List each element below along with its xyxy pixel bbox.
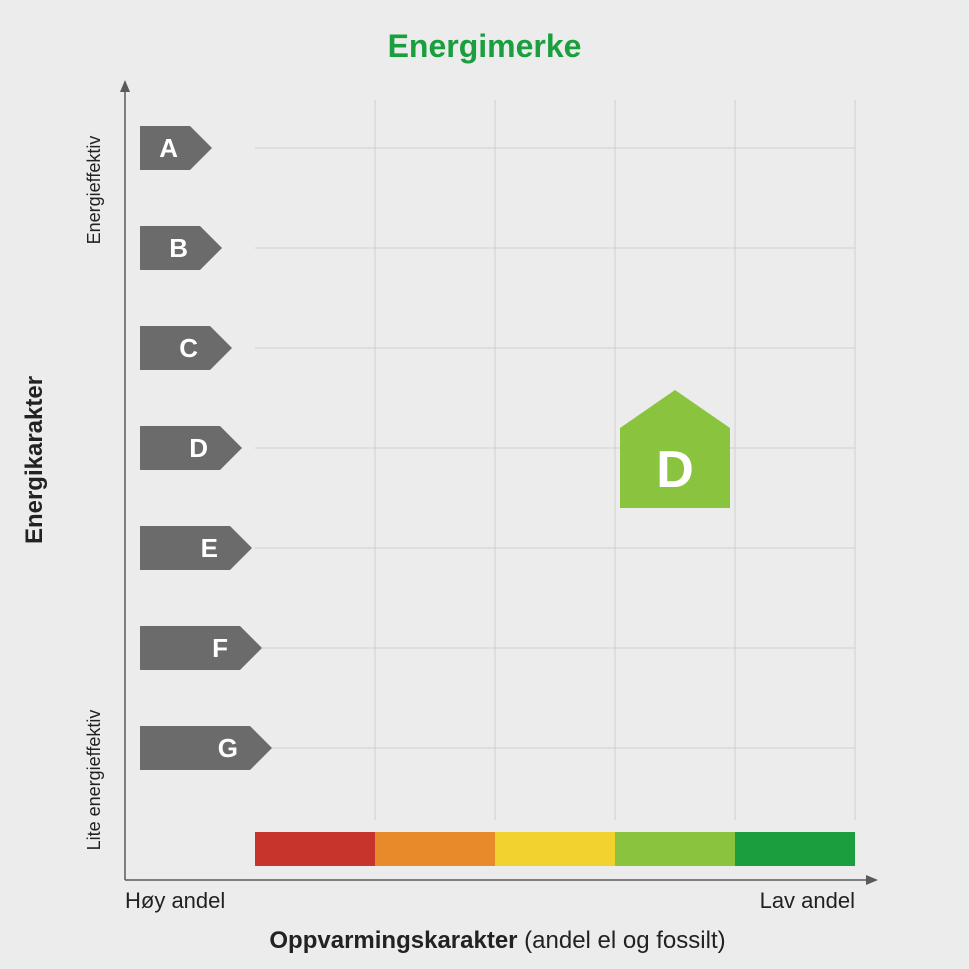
house-marker-letter: D bbox=[656, 441, 694, 499]
color-scale-segment bbox=[495, 832, 615, 866]
x-axis-title: Oppvarmingskarakter (andel el og fossilt… bbox=[269, 927, 725, 954]
x-axis-right-label: Lav andel bbox=[760, 888, 855, 913]
svg-text:D: D bbox=[189, 433, 208, 463]
y-axis-top-label: Energieffektiv bbox=[84, 136, 104, 245]
y-axis-title: Energikarakter bbox=[21, 376, 48, 544]
x-axis-left-label: Høy andel bbox=[125, 888, 225, 913]
svg-text:C: C bbox=[179, 333, 198, 363]
grade-badge bbox=[140, 526, 252, 570]
grade-badge bbox=[140, 626, 262, 670]
svg-text:A: A bbox=[159, 133, 178, 163]
color-scale-segment bbox=[735, 832, 855, 866]
svg-text:E: E bbox=[201, 533, 218, 563]
energy-label-chart: Energimerke ABCDEFGDEnergikarakterEnergi… bbox=[0, 0, 969, 969]
grade-badge bbox=[140, 726, 272, 770]
svg-text:G: G bbox=[218, 733, 238, 763]
svg-text:F: F bbox=[212, 633, 228, 663]
color-scale-segment bbox=[615, 832, 735, 866]
color-scale-segment bbox=[375, 832, 495, 866]
svg-text:B: B bbox=[169, 233, 188, 263]
chart-svg: A B C D E F G D Energikarakter Energieffektiv Lite… bbox=[0, 0, 969, 969]
y-axis-bottom-label: Lite energieffektiv bbox=[84, 710, 104, 851]
color-scale-segment bbox=[255, 832, 375, 866]
